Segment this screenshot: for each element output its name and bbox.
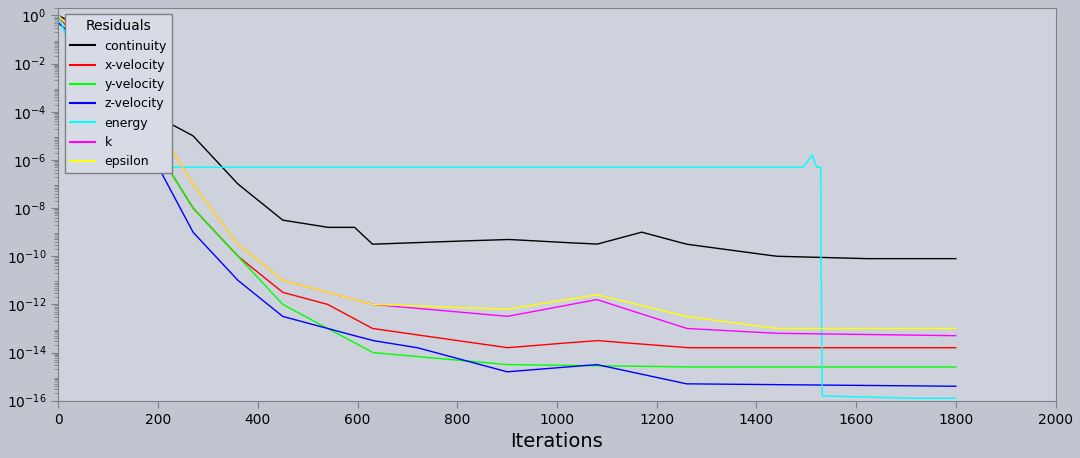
Legend: continuity, x-velocity, y-velocity, z-velocity, energy, k, epsilon: continuity, x-velocity, y-velocity, z-ve… [65, 15, 172, 173]
X-axis label: Iterations: Iterations [511, 432, 604, 451]
